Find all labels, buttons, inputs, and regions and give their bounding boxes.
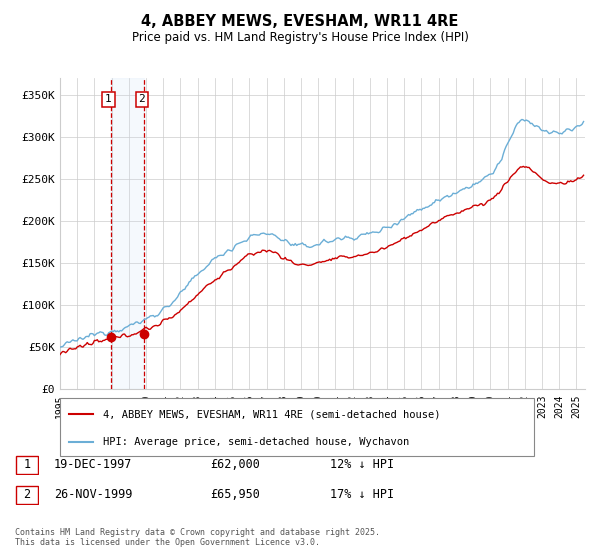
Text: 2: 2 bbox=[23, 488, 31, 502]
Text: Contains HM Land Registry data © Crown copyright and database right 2025.
This d: Contains HM Land Registry data © Crown c… bbox=[15, 528, 380, 547]
FancyBboxPatch shape bbox=[16, 456, 38, 474]
Text: 12% ↓ HPI: 12% ↓ HPI bbox=[330, 459, 394, 472]
Text: £65,950: £65,950 bbox=[210, 488, 260, 502]
Text: 17% ↓ HPI: 17% ↓ HPI bbox=[330, 488, 394, 502]
Text: 4, ABBEY MEWS, EVESHAM, WR11 4RE: 4, ABBEY MEWS, EVESHAM, WR11 4RE bbox=[142, 14, 458, 29]
Bar bbox=[111, 78, 145, 389]
Text: 1: 1 bbox=[23, 459, 31, 472]
Text: £62,000: £62,000 bbox=[210, 459, 260, 472]
Text: 1: 1 bbox=[105, 95, 112, 104]
Text: HPI: Average price, semi-detached house, Wychavon: HPI: Average price, semi-detached house,… bbox=[103, 437, 409, 447]
Text: Price paid vs. HM Land Registry's House Price Index (HPI): Price paid vs. HM Land Registry's House … bbox=[131, 31, 469, 44]
Text: 2: 2 bbox=[139, 95, 145, 104]
FancyBboxPatch shape bbox=[16, 486, 38, 504]
Text: 26-NOV-1999: 26-NOV-1999 bbox=[54, 488, 133, 502]
Text: 19-DEC-1997: 19-DEC-1997 bbox=[54, 459, 133, 472]
FancyBboxPatch shape bbox=[60, 398, 534, 456]
Text: 4, ABBEY MEWS, EVESHAM, WR11 4RE (semi-detached house): 4, ABBEY MEWS, EVESHAM, WR11 4RE (semi-d… bbox=[103, 409, 440, 419]
